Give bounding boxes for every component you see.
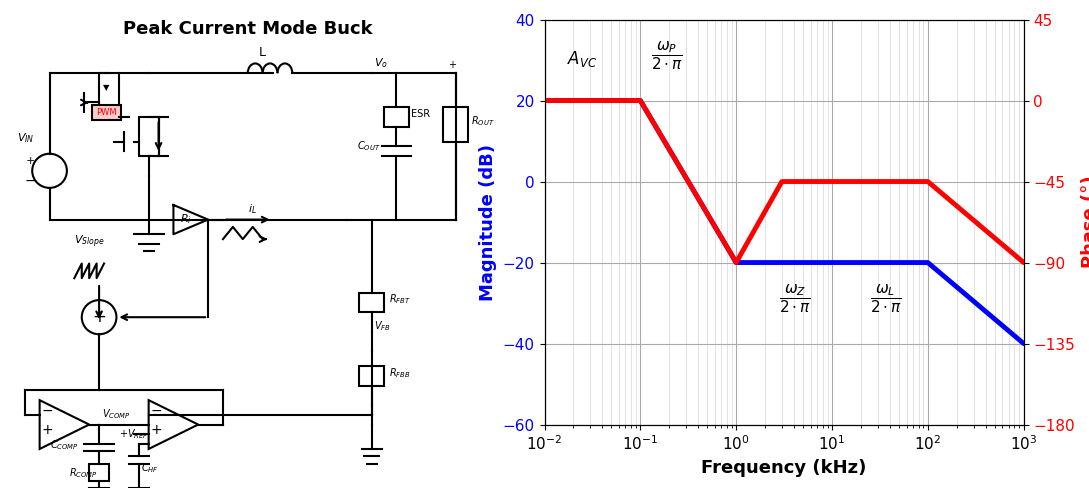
Bar — [443, 107, 468, 142]
Text: +: + — [93, 308, 106, 326]
Text: PWM: PWM — [96, 108, 117, 117]
Polygon shape — [173, 205, 208, 234]
Text: −: − — [25, 174, 37, 187]
Bar — [138, 117, 159, 156]
Text: $V_o$: $V_o$ — [375, 56, 388, 70]
Text: $R_{FBB}$: $R_{FBB}$ — [389, 366, 411, 380]
Text: −: − — [449, 217, 456, 226]
Text: $\dfrac{\omega_P}{2 \cdot \pi}$: $\dfrac{\omega_P}{2 \cdot \pi}$ — [651, 40, 683, 72]
Text: $R_{FBT}$: $R_{FBT}$ — [389, 293, 411, 306]
Text: L: L — [259, 46, 266, 59]
Circle shape — [82, 300, 117, 334]
Text: +: + — [26, 156, 36, 166]
Bar — [384, 107, 408, 127]
Text: $C_{COMP}$: $C_{COMP}$ — [50, 438, 78, 452]
Text: −: − — [41, 404, 53, 418]
Text: $V_{COMP}$: $V_{COMP}$ — [101, 407, 131, 421]
Y-axis label: Magnitude (dB): Magnitude (dB) — [479, 143, 497, 301]
Text: $V_{Slope}$: $V_{Slope}$ — [74, 233, 106, 250]
Text: $V_{IN}$: $V_{IN}$ — [17, 132, 35, 145]
X-axis label: Frequency (kHz): Frequency (kHz) — [701, 459, 867, 477]
Text: $\dfrac{\omega_Z}{2 \cdot \pi}$: $\dfrac{\omega_Z}{2 \cdot \pi}$ — [779, 283, 811, 315]
Bar — [91, 105, 121, 120]
Text: +: + — [41, 423, 53, 437]
Text: $V_{FB}$: $V_{FB}$ — [375, 320, 391, 333]
Bar — [359, 366, 384, 386]
Text: $C_{HF}$: $C_{HF}$ — [142, 461, 159, 475]
Text: +: + — [150, 423, 162, 437]
Text: $A_{VC}$: $A_{VC}$ — [566, 49, 597, 69]
Text: −: − — [150, 404, 162, 418]
Polygon shape — [39, 400, 89, 449]
Text: ▼: ▼ — [103, 83, 110, 92]
Bar — [99, 73, 119, 117]
Y-axis label: Phase (°): Phase (°) — [1080, 176, 1089, 268]
Bar — [89, 464, 109, 481]
Text: $\dfrac{\omega_L}{2 \cdot \pi}$: $\dfrac{\omega_L}{2 \cdot \pi}$ — [870, 283, 902, 315]
Circle shape — [33, 154, 66, 188]
Text: $i_L$: $i_L$ — [248, 203, 257, 216]
Text: $C_{OUT}$: $C_{OUT}$ — [357, 139, 380, 153]
Text: ESR: ESR — [412, 109, 430, 119]
Text: +$V_{REF}$: +$V_{REF}$ — [119, 427, 149, 441]
Text: $R_{COMP}$: $R_{COMP}$ — [70, 466, 98, 480]
Text: Peak Current Mode Buck: Peak Current Mode Buck — [123, 20, 372, 38]
Text: +: + — [449, 61, 456, 70]
Text: $R_{OUT}$: $R_{OUT}$ — [470, 115, 494, 128]
Text: $R_i$: $R_i$ — [180, 213, 192, 226]
Polygon shape — [148, 400, 198, 449]
Bar — [359, 293, 384, 312]
